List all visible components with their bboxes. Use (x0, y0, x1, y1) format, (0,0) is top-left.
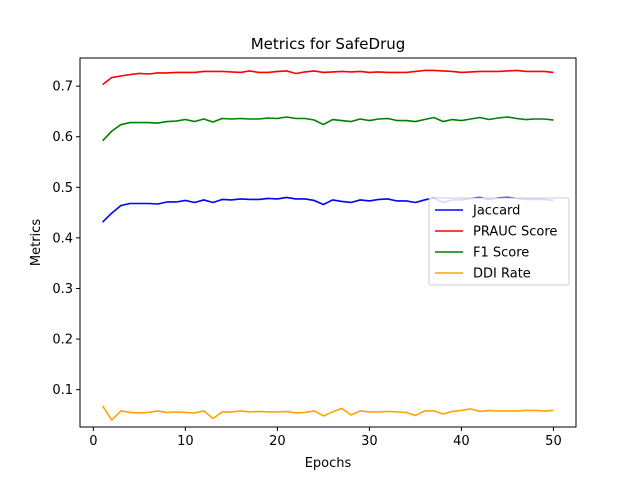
y-tick-label: 0.6 (52, 130, 73, 145)
x-tick-label: 50 (545, 434, 562, 449)
series-line-f1-score (101, 116, 554, 142)
x-tick-label: 20 (269, 434, 286, 449)
legend-entry: PRAUC Score (473, 225, 557, 240)
legend: Jaccard PRAUC Score F1 Score DDI Rate (428, 197, 570, 286)
x-tick-label: 10 (177, 434, 194, 449)
legend-entry: F1 Score (473, 246, 529, 261)
legend-entry: DDI Rate (473, 267, 531, 282)
x-axis: 0 10 20 30 40 50 (89, 427, 562, 449)
y-tick-label: 0.5 (52, 181, 73, 196)
x-tick-label: 30 (361, 434, 378, 449)
x-axis-label: Epochs (305, 456, 352, 471)
series-line-prauc-score (102, 69, 554, 86)
x-tick-label: 40 (453, 434, 470, 449)
y-axis-label: Metrics (29, 219, 44, 266)
y-tick-label: 0.3 (52, 282, 73, 297)
plot-frame (79, 57, 577, 428)
x-tick-label: 0 (89, 434, 97, 449)
y-tick-label: 0.1 (52, 383, 73, 398)
chart-title: Metrics for SafeDrug (251, 35, 406, 53)
y-tick-label: 0.4 (52, 231, 73, 246)
y-tick-label: 0.7 (52, 80, 73, 95)
series-line-ddi-rate (101, 405, 554, 421)
legend-entry: Jaccard (472, 204, 520, 219)
y-axis: 0.1 0.2 0.3 0.4 0.5 0.6 0.7 (52, 80, 80, 398)
legend-box (428, 197, 570, 286)
y-tick-label: 0.2 (52, 333, 73, 348)
